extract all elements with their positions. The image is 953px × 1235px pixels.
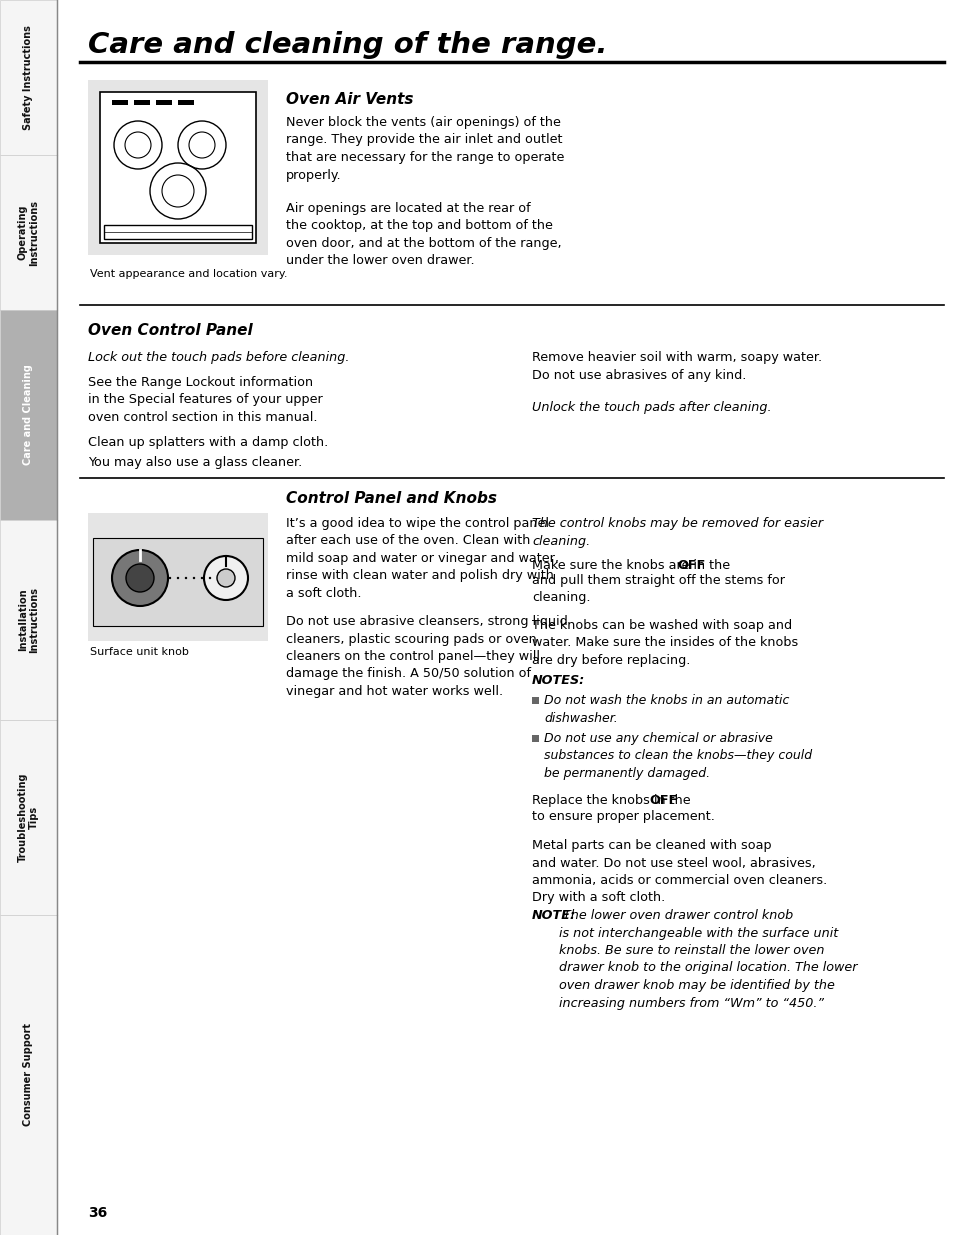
Bar xyxy=(88,80,268,254)
Bar xyxy=(112,100,128,105)
Text: Metal parts can be cleaned with soap
and water. Do not use steel wool, abrasives: Metal parts can be cleaned with soap and… xyxy=(532,839,826,904)
Text: The control knobs may be removed for easier
cleaning.: The control knobs may be removed for eas… xyxy=(532,517,822,547)
Text: Control Panel and Knobs: Control Panel and Knobs xyxy=(286,492,497,506)
Text: Operating
Instructions: Operating Instructions xyxy=(18,200,39,266)
Circle shape xyxy=(112,550,168,606)
Circle shape xyxy=(185,577,187,579)
Text: Make sure the knobs are in the: Make sure the knobs are in the xyxy=(532,559,734,572)
Text: NOTES:: NOTES: xyxy=(532,674,584,687)
Circle shape xyxy=(216,569,234,587)
Bar xyxy=(0,520,57,720)
Text: Never block the vents (air openings) of the
range. They provide the air inlet an: Never block the vents (air openings) of … xyxy=(286,116,564,182)
Text: See the Range Lockout information
in the Special features of your upper
oven con: See the Range Lockout information in the… xyxy=(88,375,322,424)
Bar xyxy=(88,513,268,641)
Text: Oven Air Vents: Oven Air Vents xyxy=(286,91,413,107)
Circle shape xyxy=(225,577,227,579)
Bar xyxy=(104,225,252,240)
Bar xyxy=(92,538,263,626)
Bar xyxy=(178,100,193,105)
Text: Unlock the touch pads after cleaning.: Unlock the touch pads after cleaning. xyxy=(532,401,771,414)
Text: Clean up splatters with a damp cloth.: Clean up splatters with a damp cloth. xyxy=(88,436,328,450)
Bar xyxy=(100,91,255,243)
Bar xyxy=(133,100,150,105)
Circle shape xyxy=(169,577,171,579)
Bar xyxy=(0,310,57,520)
Circle shape xyxy=(176,577,179,579)
Bar xyxy=(0,0,57,156)
Bar xyxy=(0,720,57,915)
Text: OFF: OFF xyxy=(649,794,678,806)
Bar xyxy=(0,915,57,1235)
Text: The lower oven drawer control knob
is not interchangeable with the surface unit
: The lower oven drawer control knob is no… xyxy=(558,909,857,1009)
Circle shape xyxy=(209,577,211,579)
Bar xyxy=(532,735,538,742)
Text: Air openings are located at the rear of
the cooktop, at the top and bottom of th: Air openings are located at the rear of … xyxy=(286,203,561,268)
Text: Installation
Instructions: Installation Instructions xyxy=(18,587,39,653)
Bar xyxy=(532,697,538,704)
Text: Do not use abrasive cleansers, strong liquid
cleaners, plastic scouring pads or : Do not use abrasive cleansers, strong li… xyxy=(286,615,567,698)
Text: The knobs can be washed with soap and
water. Make sure the insides of the knobs
: The knobs can be washed with soap and wa… xyxy=(532,619,798,667)
Text: It’s a good idea to wipe the control panel
after each use of the oven. Clean wit: It’s a good idea to wipe the control pan… xyxy=(286,517,558,600)
Text: and pull them straight off the stems for
cleaning.: and pull them straight off the stems for… xyxy=(532,574,784,604)
Circle shape xyxy=(216,577,219,579)
Circle shape xyxy=(200,577,203,579)
Text: 36: 36 xyxy=(88,1207,107,1220)
Text: Do not wash the knobs in an automatic
dishwasher.: Do not wash the knobs in an automatic di… xyxy=(543,694,788,725)
Text: Vent appearance and location vary.: Vent appearance and location vary. xyxy=(90,269,287,279)
Text: Replace the knobs in the: Replace the knobs in the xyxy=(532,794,694,806)
Circle shape xyxy=(193,577,195,579)
Circle shape xyxy=(126,564,153,592)
Bar xyxy=(0,156,57,310)
Text: Do not use any chemical or abrasive
substances to clean the knobs—they could
be : Do not use any chemical or abrasive subs… xyxy=(543,732,811,781)
Text: Lock out the touch pads before cleaning.: Lock out the touch pads before cleaning. xyxy=(88,351,349,364)
Text: Oven Control Panel: Oven Control Panel xyxy=(88,324,253,338)
Text: NOTE:: NOTE: xyxy=(532,909,576,923)
Text: Care and Cleaning: Care and Cleaning xyxy=(24,364,33,466)
Bar xyxy=(156,100,172,105)
Text: OFF: OFF xyxy=(677,559,705,572)
Text: You may also use a glass cleaner.: You may also use a glass cleaner. xyxy=(88,456,302,469)
Text: Consumer Support: Consumer Support xyxy=(24,1024,33,1126)
Text: Care and cleaning of the range.: Care and cleaning of the range. xyxy=(88,31,607,59)
Text: to ensure proper placement.: to ensure proper placement. xyxy=(532,810,714,823)
Circle shape xyxy=(204,556,248,600)
Text: Surface unit knob: Surface unit knob xyxy=(90,647,189,657)
Text: Troubleshooting
Tips: Troubleshooting Tips xyxy=(18,773,39,862)
Text: Remove heavier soil with warm, soapy water.
Do not use abrasives of any kind.: Remove heavier soil with warm, soapy wat… xyxy=(532,351,821,382)
Text: Safety Instructions: Safety Instructions xyxy=(24,25,33,130)
